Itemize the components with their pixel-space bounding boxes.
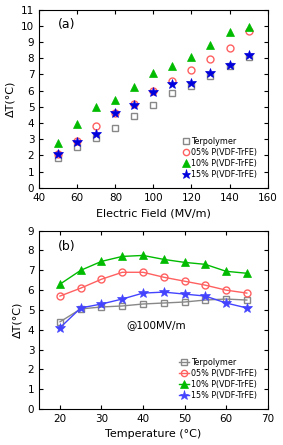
Legend: Terpolymer, 05% P(VDF-TrFE), 10% P(VDF-TrFE), 15% P(VDF-TrFE): Terpolymer, 05% P(VDF-TrFE), 10% P(VDF-T…: [181, 135, 259, 180]
Text: @100MV/m: @100MV/m: [126, 320, 186, 330]
Y-axis label: ΔT(°C): ΔT(°C): [6, 81, 16, 117]
X-axis label: Temperature (°C): Temperature (°C): [105, 429, 201, 440]
Y-axis label: ΔT(°C): ΔT(°C): [12, 302, 22, 338]
X-axis label: Electric Field (MV/m): Electric Field (MV/m): [96, 208, 211, 218]
Text: (a): (a): [57, 19, 75, 32]
Legend: Terpolymer, 05% P(VDF-TrFE), 10% P(VDF-TrFE), 15% P(VDF-TrFE): Terpolymer, 05% P(VDF-TrFE), 10% P(VDF-T…: [178, 356, 259, 401]
Text: (b): (b): [57, 239, 75, 253]
